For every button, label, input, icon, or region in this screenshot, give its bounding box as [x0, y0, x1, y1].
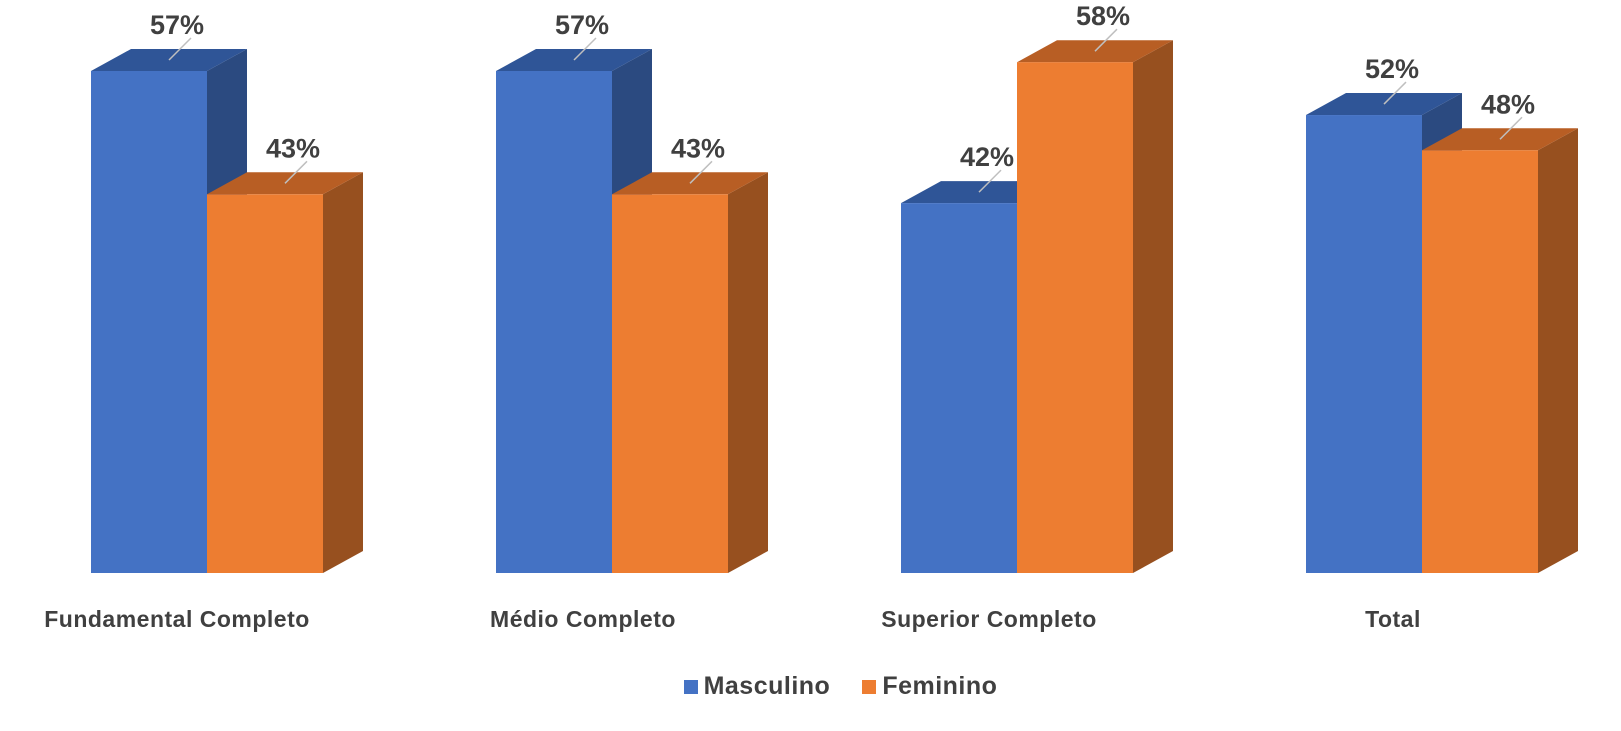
bar-feminino-4 — [1422, 150, 1538, 573]
data-label-masculino-1: 57% — [150, 10, 204, 40]
data-label-masculino-2: 57% — [555, 10, 609, 40]
bar-feminino-2 — [612, 194, 728, 573]
leader-line-masculino-2 — [573, 37, 597, 61]
legend-item-feminino: Feminino — [862, 672, 997, 701]
data-label-masculino-3: 42% — [960, 142, 1014, 172]
data-label-feminino-2: 43% — [671, 133, 725, 163]
leader-line-feminino-4 — [1499, 116, 1523, 140]
category-label-4: Total — [1365, 606, 1421, 632]
legend-label-feminino: Feminino — [882, 672, 998, 700]
leader-line-feminino-2 — [689, 160, 713, 184]
bar-masculino-4 — [1306, 115, 1422, 573]
leader-line-feminino-1 — [284, 160, 308, 184]
category-label-1: Fundamental Completo — [44, 606, 310, 632]
legend-label-masculino: Masculino — [703, 672, 831, 700]
data-label-feminino-3: 58% — [1076, 1, 1130, 31]
bar-masculino-2 — [496, 71, 612, 573]
leader-line-feminino-3 — [1094, 28, 1118, 52]
legend: Masculino Feminino — [30, 672, 1621, 701]
bar-side-feminino-3 — [1133, 40, 1173, 573]
data-label-masculino-4: 52% — [1365, 54, 1419, 84]
category-label-2: Médio Completo — [490, 606, 676, 632]
bar-masculino-3 — [901, 203, 1017, 573]
bar-feminino-3 — [1017, 62, 1133, 573]
leader-line-masculino-3 — [978, 169, 1002, 193]
bar-feminino-1 — [207, 194, 323, 573]
bar-side-feminino-2 — [728, 172, 768, 573]
legend-item-masculino: Masculino — [683, 672, 831, 701]
legend-swatch-masculino — [683, 679, 698, 694]
data-label-feminino-1: 43% — [266, 133, 320, 163]
leader-line-masculino-4 — [1383, 81, 1407, 105]
bar-side-feminino-4 — [1538, 128, 1578, 573]
bar-side-feminino-1 — [323, 172, 363, 573]
category-label-3: Superior Completo — [881, 606, 1097, 632]
legend-swatch-feminino — [862, 679, 877, 694]
leader-line-masculino-1 — [168, 37, 192, 61]
data-label-feminino-4: 48% — [1481, 89, 1535, 119]
bar-masculino-1 — [91, 71, 207, 573]
